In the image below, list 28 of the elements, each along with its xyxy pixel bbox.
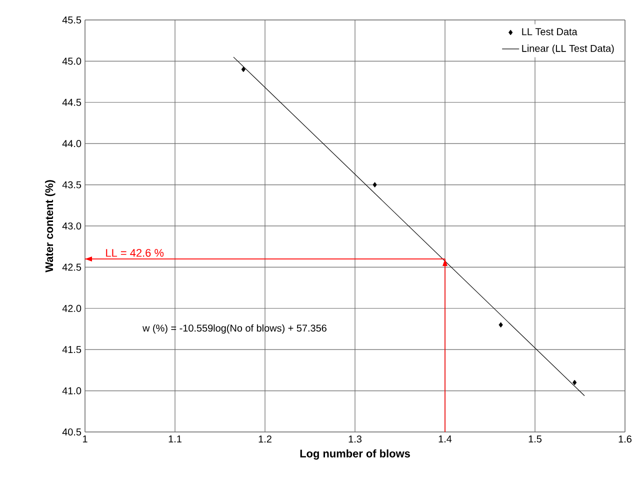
ref-line-label: LL = 42.6 % (106, 249, 164, 257)
x-tick-label: 1.3 (348, 436, 362, 443)
point (498, 322, 503, 328)
y-tick-label: 43.5 (62, 181, 82, 188)
x-tick-label: 1.2 (258, 436, 272, 442)
x-tick-label: 1.5 (528, 436, 542, 442)
annotation: w (%) = -10.559log(No of blows) + 57.356 (142, 324, 326, 334)
legend-label: Linear (LL Test Data) (522, 44, 614, 54)
x-tick-label: 1 (83, 436, 88, 442)
y-tick-label: 42.5 (62, 264, 82, 271)
y-tick-label: 43.0 (62, 222, 82, 230)
point (241, 66, 246, 72)
y-tick-label: 45.5 (62, 16, 82, 24)
x-tick-label: 1.4 (438, 436, 452, 442)
y-tick-label: 44.0 (62, 140, 82, 148)
x-tick-label: 1.1 (168, 436, 182, 442)
y-tick-label: 42.0 (62, 304, 82, 312)
point (572, 380, 577, 386)
x-tick-label: 1.6 (618, 436, 632, 443)
x-axis-title: Log number of blows (300, 449, 410, 460)
y-tick-label: 41.0 (62, 387, 82, 394)
y-tick-label: 40.5 (62, 428, 82, 436)
y-axis-title: Water content (%) (45, 180, 56, 272)
y-tick-label: 44.5 (62, 98, 82, 106)
legend-label: LL Test Data (522, 28, 578, 36)
y-tick-label: 41.5 (62, 346, 82, 354)
point (372, 182, 377, 188)
y-tick-label: 45.0 (62, 58, 82, 65)
